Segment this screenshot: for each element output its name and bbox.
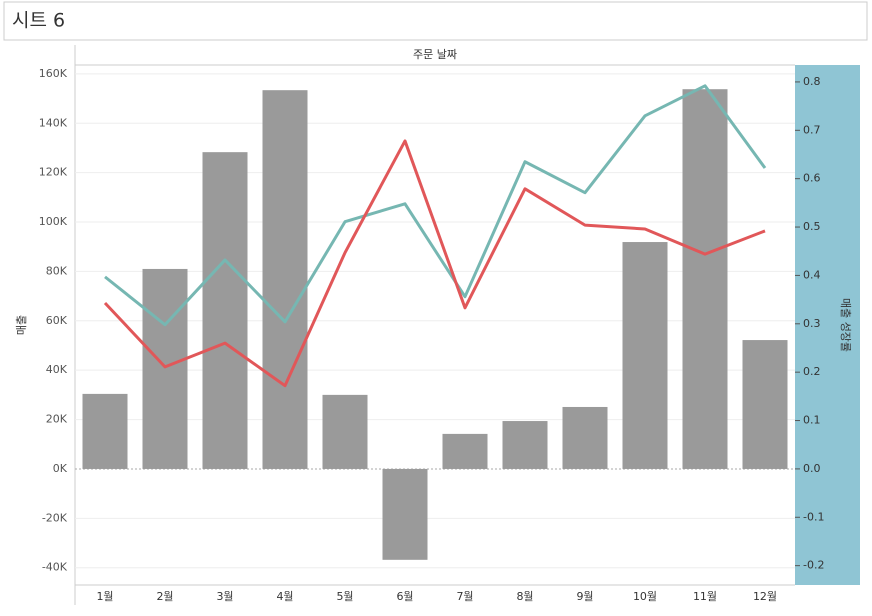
y2-tick-label: 0.0 — [803, 462, 821, 475]
y2-tick-label: 0.5 — [803, 220, 821, 233]
line — [103, 139, 766, 388]
y2-tick-label: 0.3 — [803, 317, 821, 330]
y-tick-label: 0K — [53, 462, 68, 475]
x-tick-label: 10월 — [633, 590, 657, 603]
sheet-title: 시트 6 — [12, 10, 65, 32]
bar — [382, 468, 428, 560]
bar — [202, 152, 248, 469]
x-tick-label: 11월 — [693, 590, 717, 603]
y-tick-label: 140K — [39, 116, 68, 129]
x-tick-label: 8월 — [516, 590, 533, 603]
y-tick-label: 60K — [46, 314, 68, 327]
y2-tick-label: -0.2 — [803, 559, 824, 572]
x-tick-label: 4월 — [276, 590, 293, 603]
bar — [142, 268, 188, 469]
x-tick-label: 3월 — [216, 590, 233, 603]
x-tick-label: 1월 — [96, 590, 113, 603]
y2-panel — [795, 65, 860, 585]
y2-tick-label: -0.1 — [803, 510, 824, 523]
y2-tick-label: 0.2 — [803, 365, 821, 378]
x-tick-label: 12월 — [753, 590, 777, 603]
x-tick-label: 6월 — [396, 590, 413, 603]
title-box — [3, 1, 868, 41]
bar — [742, 340, 788, 469]
x-tick-label: 2월 — [156, 590, 173, 603]
x-tick-label: 9월 — [576, 590, 593, 603]
y-tick-label: 160K — [39, 67, 68, 80]
y-label: 매출 — [15, 315, 28, 335]
y2-tick-label: 0.6 — [803, 172, 821, 185]
y2-tick-label: 0.8 — [803, 75, 821, 88]
y-tick-label: -40K — [42, 561, 68, 574]
x-tick-label: 5월 — [336, 590, 353, 603]
y-tick-label: 120K — [39, 166, 68, 179]
bar — [82, 393, 128, 469]
bar — [562, 406, 608, 469]
line — [104, 84, 767, 327]
bar — [502, 421, 548, 469]
y2-tick-label: 0.4 — [803, 268, 821, 281]
bar — [682, 89, 728, 469]
y2-tick-label: 0.1 — [803, 414, 821, 427]
bar — [442, 433, 488, 469]
y-tick-label: 80K — [46, 264, 68, 277]
header: 주문 날짜 — [413, 48, 457, 61]
y2-tick-label: 0.7 — [803, 123, 821, 136]
y-tick-label: 20K — [46, 413, 68, 426]
y-tick-label: 100K — [39, 215, 68, 228]
x-tick-label: 7월 — [456, 590, 473, 603]
y-tick-label: 40K — [46, 363, 68, 376]
bar — [622, 242, 668, 469]
bar — [322, 394, 368, 469]
y2-label: 매출 성장률 — [839, 298, 852, 352]
y-tick-label: -20K — [42, 511, 68, 524]
bar — [262, 90, 308, 469]
